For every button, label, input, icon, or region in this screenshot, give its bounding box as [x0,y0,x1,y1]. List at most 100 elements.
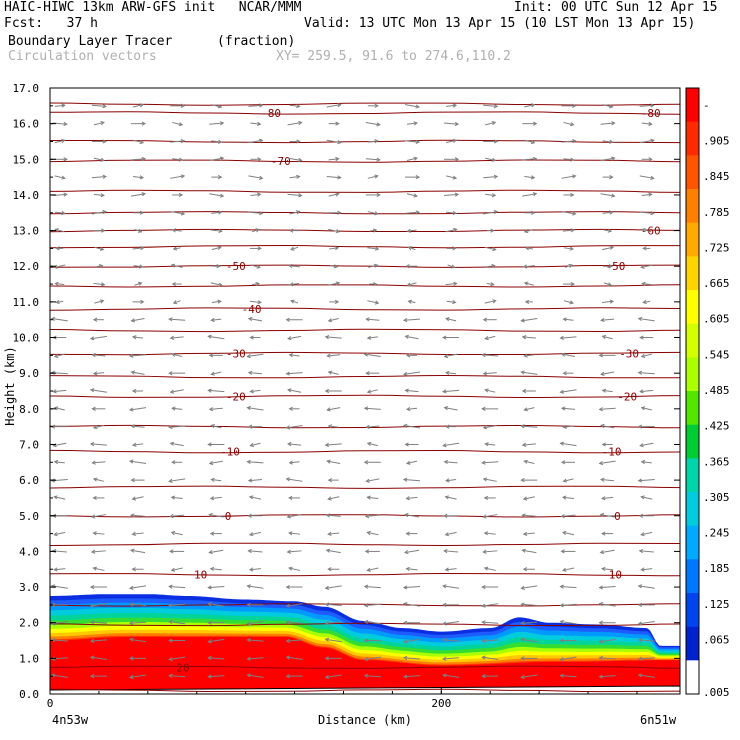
circulation-vector [563,121,575,127]
circulation-vector [89,638,107,644]
circulation-vector [128,637,147,643]
vector-shaft [325,336,342,339]
y-tick-label: 1.0 [19,652,39,665]
vector-head [363,352,369,357]
circulation-vector [89,441,107,447]
vector-head [178,157,184,162]
circulation-vector [403,549,420,555]
vector-head [560,549,565,554]
circulation-vector [637,638,655,643]
circulation-vector [560,549,576,554]
circulation-vector [444,192,460,197]
vector-shaft [602,389,613,393]
circulation-vector [560,352,576,358]
vector-shaft [367,175,378,179]
vector-head [520,318,525,323]
vector-head [609,210,614,215]
circulation-vector [640,567,653,572]
vector-head [650,103,655,108]
vector-head [168,478,173,483]
circulation-vector [129,548,146,554]
vector-shaft [639,211,654,214]
vector-head [520,637,525,642]
circulation-vector [365,192,381,198]
circulation-vector [247,316,263,322]
vector-shaft [288,567,301,571]
circulation-vector [560,406,576,411]
vector-head [326,353,331,358]
vector-head [128,637,134,642]
vector-shaft [250,442,261,447]
vector-head [601,388,607,393]
vector-head [524,299,530,305]
circulation-vector [485,157,497,162]
circulation-vector [251,281,260,286]
circulation-vector [481,406,499,411]
vector-head [51,548,57,554]
vector-head [374,211,379,216]
vector-head [89,584,95,590]
vector-shaft [522,514,537,517]
circulation-vector [602,104,614,109]
circulation-vector [363,584,381,589]
circulation-vector [485,263,496,269]
circulation-vector [132,103,145,108]
vector-head [481,406,486,411]
vector-head [89,336,95,341]
circulation-vector [482,514,498,519]
vector-shaft [91,176,106,179]
vector-shaft [286,478,303,482]
vector-head [288,263,293,269]
vector-head [444,495,450,500]
vector-head [335,156,340,162]
circulation-vector [562,424,574,429]
circulation-vector [325,548,341,554]
circulation-vector [368,263,379,268]
vector-shaft [638,479,655,482]
vector-head [216,264,221,269]
circulation-vector [522,121,538,126]
circulation-vector [404,104,421,109]
vector-head [91,352,96,358]
vector-shaft [602,211,613,214]
vector-head [63,121,68,127]
y-tick-label: 7.0 [19,438,39,451]
circulation-vector [561,530,575,536]
vector-head [482,371,488,376]
vector-shaft [484,532,496,535]
circulation-vector [484,388,496,393]
vector-shaft [560,621,577,625]
circulation-vector [169,389,184,394]
vector-shaft [249,300,261,303]
circulation-vector [250,157,262,162]
vector-shaft [560,336,577,339]
forecast-hour: Fcst: 37 h [4,16,98,31]
vector-shaft [522,549,537,554]
vector-shaft [248,550,263,553]
vector-shaft [170,140,185,143]
vector-head [102,174,107,179]
circulation-vector [131,567,144,572]
circulation-vector [207,602,225,607]
vector-head [523,229,529,234]
circulation-vector [327,567,340,572]
vector-head [611,156,616,161]
vector-head [598,655,604,661]
vector-head [404,442,409,447]
circulation-vector [170,139,186,144]
circulation-vector [207,674,225,679]
circulation-vector [559,335,577,341]
vector-head [89,388,95,393]
circulation-vector [601,388,613,393]
circulation-vector [287,120,303,126]
vector-head [207,602,212,607]
vector-shaft [172,353,183,358]
vector-shaft [209,514,224,518]
vector-head [246,405,251,411]
vector-head [248,567,254,572]
isotherm-label: -50 [226,260,246,273]
circulation-vector [603,264,614,269]
vector-head [442,656,447,661]
vector-shaft [563,247,574,250]
circulation-vector [481,460,499,465]
